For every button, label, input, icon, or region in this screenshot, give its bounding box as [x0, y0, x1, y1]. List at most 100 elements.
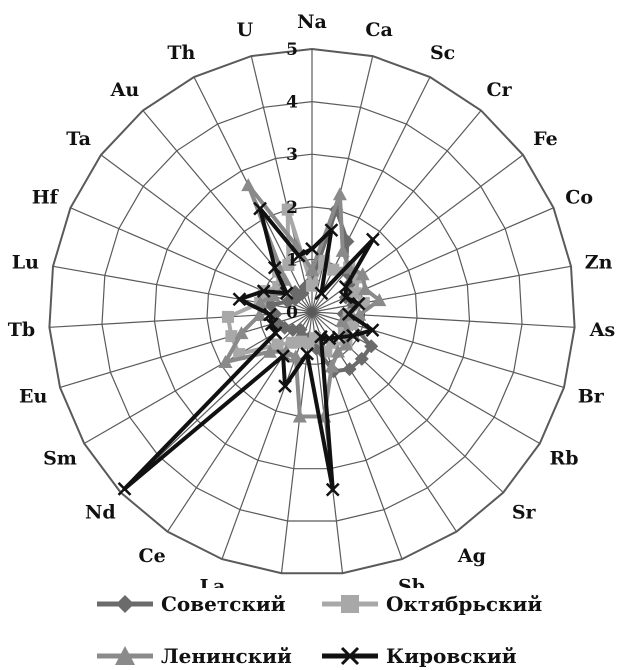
- data-point: [365, 323, 380, 337]
- data-point: [281, 203, 294, 216]
- axis-label-sb: Sb: [398, 576, 425, 589]
- data-point: [234, 326, 249, 340]
- data-point: [225, 330, 238, 343]
- data-point: [268, 326, 283, 340]
- series-line: [122, 206, 375, 492]
- legend-label: Советский: [161, 592, 286, 616]
- data-point: [364, 339, 379, 354]
- data-point: [314, 286, 329, 301]
- data-point: [278, 379, 292, 394]
- data-point: [218, 354, 233, 368]
- axis-label-zn: Zn: [585, 252, 613, 274]
- axis-label-lu: Lu: [12, 252, 39, 274]
- grid-ring: [48, 47, 576, 575]
- data-point: [305, 241, 319, 256]
- axis-label-ca: Ca: [365, 19, 392, 41]
- data-point: [266, 288, 281, 302]
- series-3: [117, 201, 380, 497]
- data-point: [232, 292, 247, 307]
- data-point: [358, 282, 373, 296]
- data-point: [256, 284, 271, 299]
- data-point: [331, 344, 346, 358]
- data-point: [291, 248, 306, 263]
- tick-label: 3: [286, 145, 298, 165]
- data-point: [306, 279, 318, 292]
- axis-label-sr: Sr: [512, 502, 537, 524]
- tick-label: 2: [286, 198, 298, 218]
- axis-label-la: La: [200, 576, 226, 589]
- axis-label-ag: Ag: [457, 545, 486, 567]
- legend-marker-square: [322, 595, 378, 613]
- axis-label-ce: Ce: [138, 545, 165, 567]
- grid-ring: [153, 153, 471, 470]
- legend-label: Октябрьский: [386, 592, 543, 616]
- data-point: [335, 243, 350, 257]
- axis-label-th: Th: [167, 42, 195, 64]
- data-point: [279, 286, 294, 301]
- data-point: [342, 362, 357, 377]
- data-point: [332, 187, 347, 201]
- axis-label-au: Au: [110, 79, 140, 101]
- axis-label-nd: Nd: [85, 502, 116, 524]
- legend-item-sovetsky: Советский: [95, 592, 286, 616]
- data-point: [285, 336, 298, 349]
- axis-label-as: As: [589, 319, 615, 341]
- data-point: [305, 262, 319, 276]
- grid-spoke: [311, 76, 431, 313]
- axis-labels: NaCaScCrFeCoZnAsBrRbSrAgSbCsBaLaCeNdSmEu…: [8, 11, 615, 588]
- radar-grid: [48, 47, 576, 575]
- axis-label-cr: Cr: [487, 79, 513, 101]
- data-point: [263, 307, 277, 322]
- data-point: [295, 335, 308, 348]
- data-point: [365, 232, 380, 247]
- tick-label: 4: [286, 93, 298, 113]
- legend-item-kirovsky: Кировский: [320, 644, 517, 668]
- grid-spoke: [250, 55, 313, 313]
- grid-spoke: [311, 110, 482, 313]
- data-point: [293, 322, 308, 337]
- data-point: [288, 349, 303, 363]
- legend-marker-x: [322, 646, 378, 666]
- data-point: [351, 296, 366, 311]
- legend-label: Кировский: [386, 644, 517, 668]
- legend-label: Ленинский: [161, 644, 292, 668]
- data-point: [271, 338, 284, 351]
- data-point: [338, 279, 353, 294]
- legend-item-oktyabrsky: Октябрьский: [320, 592, 542, 616]
- axis-label-na: Na: [297, 11, 327, 33]
- data-point: [324, 223, 339, 237]
- data-point: [325, 482, 340, 497]
- data-point: [346, 328, 360, 343]
- axis-label-eu: Eu: [19, 386, 47, 408]
- tick-label: 1: [286, 250, 298, 270]
- legend-marker-triangle: [97, 646, 153, 665]
- data-point: [327, 263, 340, 276]
- radar-series: [117, 178, 387, 497]
- data-point: [338, 290, 353, 305]
- radial-tick-labels: 0 1 2 3 4 5: [286, 40, 298, 323]
- axis-label-co: Co: [565, 187, 593, 209]
- data-point: [349, 287, 362, 300]
- data-point: [276, 349, 290, 363]
- data-point: [252, 308, 267, 322]
- tick-label: 5: [286, 40, 298, 60]
- data-point: [262, 344, 277, 358]
- data-point: [221, 310, 234, 323]
- data-point: [341, 307, 356, 322]
- data-point: [292, 409, 307, 423]
- axis-label-br: Br: [578, 386, 605, 408]
- data-point: [267, 260, 282, 275]
- axis-label-rb: Rb: [549, 448, 578, 470]
- data-point: [282, 258, 295, 271]
- data-point: [253, 201, 267, 216]
- data-point: [324, 359, 339, 373]
- axis-label-tb: Tb: [8, 319, 35, 341]
- data-point: [241, 178, 256, 192]
- axis-label-sm: Sm: [43, 448, 77, 470]
- axis-label-u: U: [237, 19, 254, 41]
- data-point: [354, 351, 369, 366]
- axis-label-hf: Hf: [32, 187, 60, 209]
- data-point: [300, 346, 314, 361]
- data-point: [355, 267, 370, 281]
- legend-marker-diamond: [97, 595, 153, 613]
